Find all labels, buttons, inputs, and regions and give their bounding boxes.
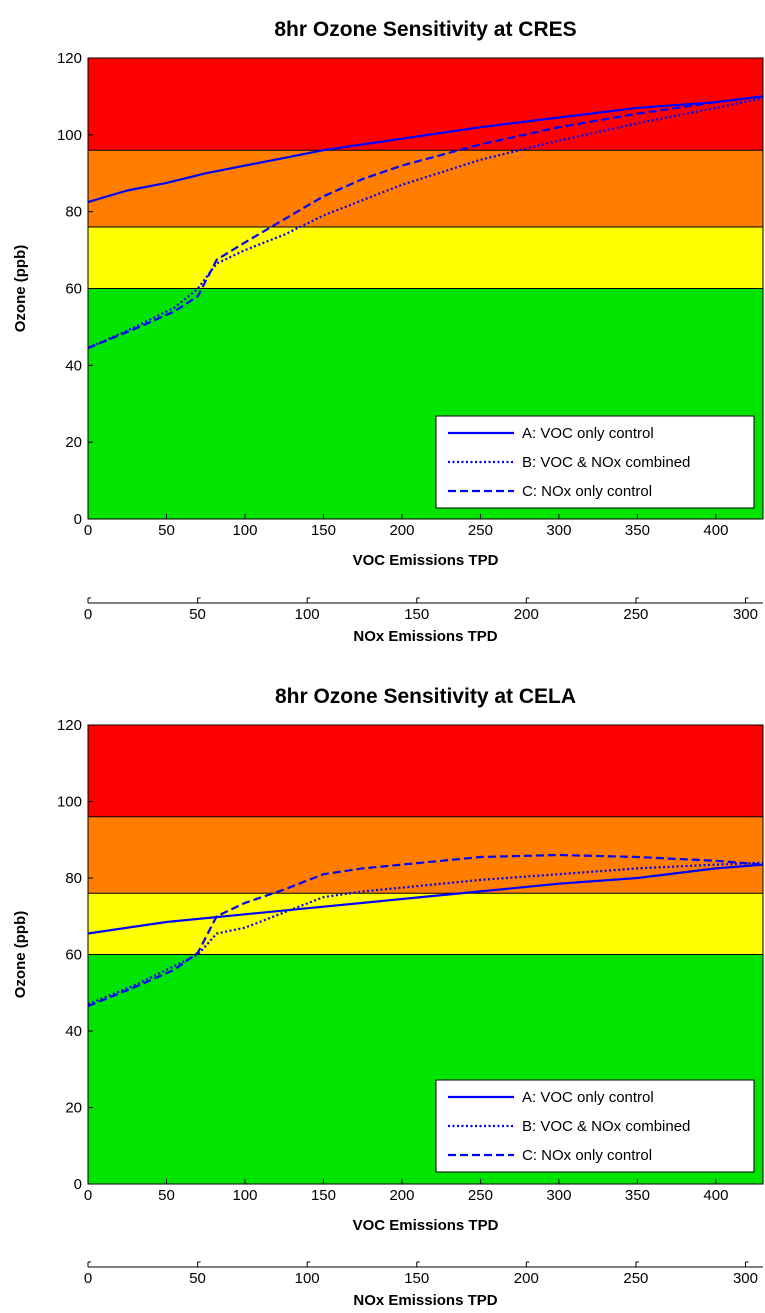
y-tick-label: 0 (74, 511, 82, 528)
x-tick-label: 200 (389, 522, 414, 539)
ozone-band-3 (88, 725, 763, 817)
y-tick-label: 80 (65, 204, 82, 221)
y-tick-label: 100 (57, 127, 82, 144)
legend-entry-label: A: VOC only control (522, 1089, 654, 1106)
x-tick-label: 400 (703, 522, 728, 539)
chart-cela: 8hr Ozone Sensitivity at CELA 0 50 100 150 20… (12, 685, 763, 1309)
nox-axis-label: NOx Emissions TPD (353, 628, 497, 645)
legend-entry-label: C: NOx only control (522, 1147, 652, 1164)
x-tick-label: 250 (468, 1187, 493, 1204)
y-tick-label: 60 (65, 947, 82, 964)
y-tick-label: 100 (57, 794, 82, 811)
x-tick-label: 300 (546, 522, 571, 539)
nox-tick-label: 50 (189, 1270, 206, 1287)
legend: A: VOC only control B: VOC & NOx combined… (436, 1080, 754, 1172)
ozone-band-2 (88, 817, 763, 894)
y-tick-label: 120 (57, 717, 82, 734)
x-tick-label: 0 (84, 522, 92, 539)
nox-tick-label: 250 (623, 1270, 648, 1287)
y-tick-label: 80 (65, 870, 82, 887)
y-tick-label: 120 (57, 50, 82, 67)
x-tick-label: 150 (311, 522, 336, 539)
nox-tick-label: 300 (733, 1270, 758, 1287)
nox-tick-label: 200 (514, 1270, 539, 1287)
y-tick-label: 40 (65, 1023, 82, 1040)
legend-entry-label: C: NOx only control (522, 483, 652, 500)
x-tick-label: 150 (311, 1187, 336, 1204)
y-axis-label: Ozone (ppb) (12, 245, 29, 332)
nox-tick-label: 0 (84, 606, 92, 623)
nox-tick-label: 200 (514, 606, 539, 623)
y-tick-label: 40 (65, 357, 82, 374)
x-tick-label: 350 (625, 522, 650, 539)
x-tick-label: 400 (703, 1187, 728, 1204)
nox-tick-label: 50 (189, 606, 206, 623)
x-tick-label: 100 (232, 522, 257, 539)
y-axis-label: Ozone (ppb) (12, 911, 29, 998)
x-axis-label: VOC Emissions TPD (353, 552, 499, 569)
chart-title: 8hr Ozone Sensitivity at CELA (275, 685, 576, 708)
y-tick-label: 60 (65, 281, 82, 298)
y-tick-label: 20 (65, 434, 82, 451)
ozone-band-1 (88, 893, 763, 954)
x-tick-label: 350 (625, 1187, 650, 1204)
nox-tick-label: 0 (84, 1270, 92, 1287)
x-tick-label: 300 (546, 1187, 571, 1204)
ozone-band-3 (88, 58, 763, 150)
x-axis-label: VOC Emissions TPD (353, 1217, 499, 1234)
x-tick-label: 50 (158, 1187, 175, 1204)
nox-tick-label: 150 (404, 606, 429, 623)
x-tick-label: 0 (84, 1187, 92, 1204)
x-tick-label: 50 (158, 522, 175, 539)
nox-tick-label: 250 (623, 606, 648, 623)
nox-tick-label: 100 (295, 1270, 320, 1287)
x-tick-label: 100 (232, 1187, 257, 1204)
legend-entry-label: B: VOC & NOx combined (522, 1118, 690, 1135)
ozone-band-1 (88, 227, 763, 288)
legend-entry-label: A: VOC only control (522, 425, 654, 442)
legend-entry-label: B: VOC & NOx combined (522, 454, 690, 471)
nox-tick-label: 100 (295, 606, 320, 623)
nox-axis-label: NOx Emissions TPD (353, 1292, 497, 1309)
legend: A: VOC only control B: VOC & NOx combined… (436, 416, 754, 508)
chart-cres: 8hr Ozone Sensitivity at CRES 0 50 100 150 20… (12, 18, 763, 645)
y-tick-label: 20 (65, 1100, 82, 1117)
x-tick-label: 200 (389, 1187, 414, 1204)
nox-tick-label: 300 (733, 606, 758, 623)
ozone-band-2 (88, 150, 763, 227)
nox-tick-label: 150 (404, 1270, 429, 1287)
x-tick-label: 250 (468, 522, 493, 539)
y-tick-label: 0 (74, 1176, 82, 1193)
chart-title: 8hr Ozone Sensitivity at CRES (274, 18, 576, 41)
